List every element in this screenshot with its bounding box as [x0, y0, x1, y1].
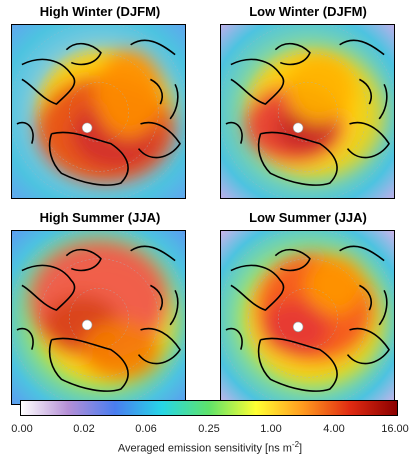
coastline: [16, 121, 34, 144]
coastline: [65, 248, 102, 272]
coastline: [150, 78, 179, 120]
coastline: [150, 284, 179, 326]
colorbar-tick: 1.00: [260, 423, 282, 435]
coastline: [359, 284, 388, 326]
colorbar-label-end: ]: [299, 442, 303, 455]
latitude-circle: [248, 52, 368, 172]
coastline: [137, 327, 181, 365]
colorbar: [20, 400, 398, 416]
coastline: [130, 245, 176, 262]
latitude-circle: [69, 82, 129, 142]
coastline: [274, 248, 311, 272]
map-high-summer: [11, 230, 186, 405]
panel-title-high-summer: High Summer (JJA): [39, 210, 161, 225]
colorbar-label: Averaged emission sensitivity [ns m-2]: [0, 440, 420, 455]
colorbar-tick: 0.06: [135, 423, 157, 435]
sensitivity-hotspot: [81, 319, 161, 380]
colorbar-tick: 4.00: [323, 423, 345, 435]
colorbar-tick: 0.00: [11, 423, 33, 435]
coastline: [230, 264, 285, 311]
station-marker: [81, 122, 93, 134]
coastline: [230, 58, 285, 105]
map-low-winter-svg: [221, 25, 394, 198]
coastline: [225, 327, 243, 350]
coastline: [274, 42, 311, 66]
coastline: [346, 327, 390, 365]
map-low-summer-svg: [221, 231, 394, 404]
panel-title-high-winter: High Winter (DJFM): [39, 4, 161, 19]
colorbar-label-sup: -2: [291, 440, 300, 449]
sensitivity-hotspot: [285, 54, 355, 124]
coastline: [346, 121, 390, 159]
coastline: [21, 58, 76, 105]
latitude-circle: [39, 258, 159, 378]
coastline: [339, 39, 385, 56]
coastline: [65, 42, 102, 66]
colorbar-label-main: Averaged emission sensitivity [ns m: [117, 442, 292, 455]
coastline: [130, 39, 176, 56]
coastline: [48, 131, 129, 186]
latitude-circle: [278, 82, 338, 142]
coastline: [257, 131, 338, 186]
panel-title-low-winter: Low Winter (DJFM): [249, 4, 367, 19]
coastline: [137, 121, 181, 159]
coastline: [225, 121, 243, 144]
station-marker: [292, 122, 304, 134]
coastline: [359, 78, 388, 120]
coastline: [257, 337, 338, 392]
coastline: [21, 264, 76, 311]
coastline: [16, 327, 34, 350]
map-high-summer-svg: [12, 231, 185, 404]
latitude-circle: [278, 288, 338, 348]
map-high-winter-svg: [12, 25, 185, 198]
map-low-summer: [220, 230, 395, 405]
latitude-circle: [248, 258, 368, 378]
panel-title-low-summer: Low Summer (JJA): [249, 210, 367, 225]
map-high-winter: [11, 24, 186, 199]
colorbar-tick: 0.02: [73, 423, 95, 435]
station-marker: [81, 319, 93, 331]
sensitivity-hotspot: [305, 255, 365, 316]
coastline: [48, 337, 129, 392]
station-marker: [292, 321, 304, 333]
colorbar-tick: 16.00: [381, 423, 409, 435]
colorbar-tick: 0.25: [198, 423, 220, 435]
latitude-circle: [69, 288, 129, 348]
latitude-circle: [39, 52, 159, 172]
sensitivity-hotspot: [94, 49, 164, 139]
map-low-winter: [220, 24, 395, 199]
coastline: [339, 245, 385, 262]
